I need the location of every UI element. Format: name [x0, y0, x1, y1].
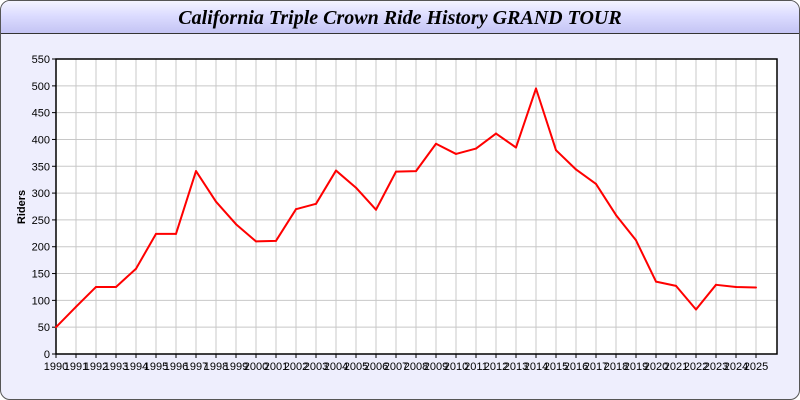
y-tick-label: 200	[32, 242, 50, 254]
data-point	[695, 308, 697, 311]
data-point	[315, 202, 317, 205]
x-tick-label: 2019	[624, 361, 648, 373]
data-point	[495, 132, 497, 135]
y-tick-label: 450	[32, 108, 50, 120]
x-tick-label: 2024	[724, 361, 748, 373]
series-line	[55, 87, 757, 328]
x-tick-label: 2007	[384, 361, 408, 373]
data-point	[575, 168, 577, 171]
x-tick-label: 2004	[324, 361, 348, 373]
y-tick-label: 550	[32, 54, 50, 66]
x-tick-label: 1991	[64, 361, 88, 373]
data-point	[115, 285, 117, 288]
data-point	[755, 286, 757, 289]
data-point	[675, 284, 677, 287]
x-tick-label: 2000	[244, 361, 268, 373]
data-point	[655, 280, 657, 283]
y-tick-label: 400	[32, 134, 50, 146]
x-tick-label: 2023	[704, 361, 728, 373]
x-tick-label: 2011	[464, 361, 488, 373]
data-point	[635, 239, 637, 242]
data-point	[175, 232, 177, 235]
x-tick-label: 2017	[584, 361, 608, 373]
y-tick-label: 150	[32, 269, 50, 281]
data-point	[375, 208, 377, 211]
data-point	[735, 285, 737, 288]
x-tick-label: 1994	[124, 361, 148, 373]
data-point	[615, 214, 617, 217]
x-tick-label: 1999	[224, 361, 248, 373]
plot-border	[55, 58, 778, 355]
data-point	[555, 149, 557, 152]
x-tick-label: 1997	[184, 361, 208, 373]
data-point	[415, 170, 417, 173]
x-tick-label: 2010	[444, 361, 468, 373]
data-point	[515, 146, 517, 149]
data-point	[395, 170, 397, 173]
data-point	[355, 186, 357, 189]
y-tick-label: 100	[32, 295, 50, 307]
data-point	[55, 326, 57, 329]
data-point	[475, 147, 477, 150]
y-tick-label: 500	[32, 81, 50, 93]
data-point	[595, 182, 597, 185]
data-point	[435, 142, 437, 145]
x-tick-label: 2006	[364, 361, 388, 373]
title-bar: California Triple Crown Ride History GRA…	[1, 1, 799, 34]
data-point	[335, 169, 337, 172]
chart-title: California Triple Crown Ride History GRA…	[178, 7, 622, 29]
y-tick-label: 300	[32, 188, 50, 200]
x-tick-label: 2021	[664, 361, 688, 373]
data-point	[535, 87, 537, 90]
x-tick-label: 2018	[604, 361, 628, 373]
data-point	[195, 170, 197, 173]
x-tick-label: 2015	[544, 361, 568, 373]
data-point	[295, 208, 297, 211]
data-point	[155, 232, 157, 235]
data-point	[75, 305, 77, 308]
x-tick-label: 2009	[424, 361, 448, 373]
x-tick-label: 1990	[44, 361, 68, 373]
x-tick-label: 1995	[144, 361, 168, 373]
y-tick-label: 250	[32, 215, 50, 227]
x-tick-label: 2008	[404, 361, 428, 373]
axes: 0501001502002503003504004505005501990199…	[32, 54, 778, 373]
data-point	[255, 240, 257, 243]
data-point	[455, 152, 457, 155]
x-tick-label: 2022	[684, 361, 708, 373]
x-tick-label: 2013	[504, 361, 528, 373]
x-tick-label: 1996	[164, 361, 188, 373]
x-tick-label: 2002	[284, 361, 308, 373]
y-tick-label: 0	[44, 349, 50, 361]
x-tick-label: 2012	[484, 361, 508, 373]
series	[55, 87, 757, 329]
y-tick-label: 50	[38, 322, 50, 334]
data-point	[215, 200, 217, 203]
y-axis-label: Riders	[16, 190, 28, 224]
x-tick-label: 2014	[524, 361, 548, 373]
data-point	[275, 239, 277, 242]
data-point	[95, 285, 97, 288]
x-tick-label: 1992	[84, 361, 108, 373]
x-tick-label: 2005	[344, 361, 368, 373]
x-tick-label: 2003	[304, 361, 328, 373]
x-tick-label: 1993	[104, 361, 128, 373]
x-tick-label: 2016	[564, 361, 588, 373]
grid	[56, 58, 777, 354]
x-tick-label: 2025	[744, 361, 768, 373]
data-point	[235, 223, 237, 226]
data-point	[135, 267, 137, 270]
x-tick-label: 2001	[264, 361, 288, 373]
data-point	[715, 283, 717, 286]
x-tick-label: 1998	[204, 361, 228, 373]
x-tick-label: 2020	[644, 361, 668, 373]
y-tick-label: 350	[32, 161, 50, 173]
